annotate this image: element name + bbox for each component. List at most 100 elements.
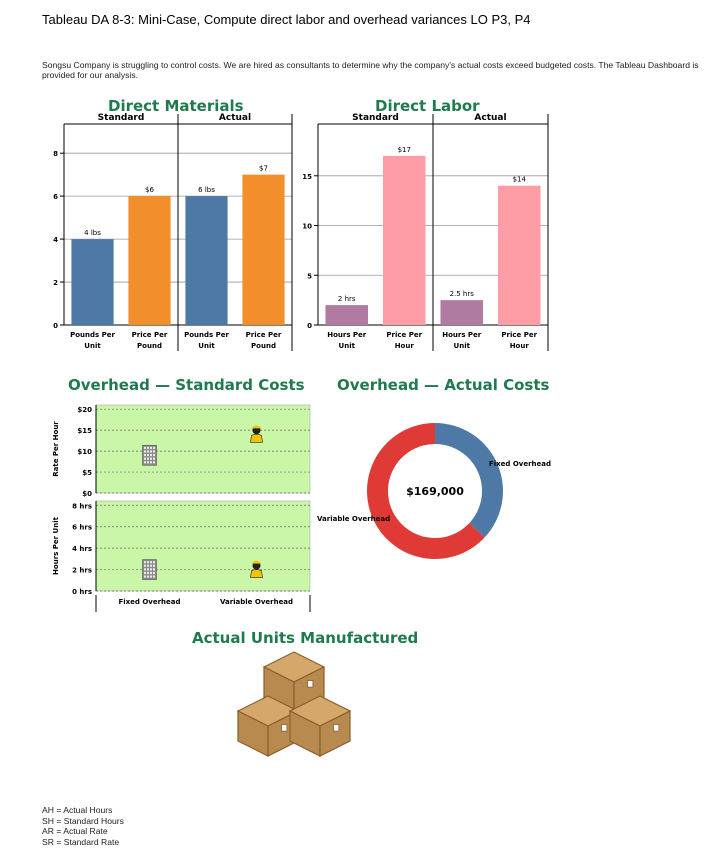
building-window	[150, 446, 152, 449]
building-window	[144, 564, 146, 567]
dm-ytick-label: 6	[53, 193, 58, 201]
direct-materials-title: Direct Materials	[108, 97, 244, 115]
dl-category-label: Price Per	[501, 331, 537, 339]
oh-std-category-label: Variable Overhead	[220, 598, 293, 606]
dm-data-label: 6 lbs	[198, 186, 215, 194]
building-window	[150, 575, 152, 578]
building-window	[150, 450, 152, 453]
dl-bar	[382, 155, 426, 325]
building-window	[153, 461, 155, 464]
dl-category-label: Hour	[395, 342, 415, 350]
overhead-standard-title: Overhead — Standard Costs	[68, 376, 305, 394]
dl-bar	[440, 300, 484, 325]
building-window	[147, 461, 149, 464]
building-window	[147, 450, 149, 453]
dm-data-label: 4 lbs	[84, 229, 101, 237]
building-window	[150, 457, 152, 460]
building-window	[147, 561, 149, 564]
worker-body	[250, 569, 263, 578]
abbrev-ar: AR = Actual Rate	[42, 826, 108, 837]
worker-body	[250, 434, 263, 443]
box-label	[307, 680, 314, 688]
building-window	[153, 564, 155, 567]
dm-category-label: Price Per	[246, 331, 282, 339]
abbrev-sr: SR = Standard Rate	[42, 836, 120, 847]
dl-bar	[497, 185, 541, 325]
oh-std-ytick-label: $20	[77, 406, 92, 414]
oh-std-ytick-label: $15	[77, 427, 92, 435]
building-window	[144, 568, 146, 571]
oh-std-panel-bg	[95, 404, 311, 494]
dm-bar	[242, 174, 285, 325]
dm-ytick-label: 4	[53, 236, 58, 244]
intro-text: Songsu Company is struggling to control …	[42, 60, 699, 80]
dm-ytick-label: 8	[53, 150, 58, 158]
box-label	[333, 724, 340, 732]
building-window	[144, 461, 146, 464]
overhead-actual-title: Overhead — Actual Costs	[337, 376, 550, 394]
dl-group-label: Standard	[352, 113, 399, 123]
building-window	[150, 453, 152, 457]
dm-bar	[128, 196, 171, 325]
oh-std-ytick-label: $10	[77, 448, 92, 456]
dl-bar	[325, 305, 369, 325]
building-window	[153, 446, 155, 449]
dl-ytick-label: 15	[302, 173, 312, 181]
donut-total-label: $169,000	[406, 485, 464, 498]
dl-category-label: Price Per	[386, 331, 422, 339]
oh-std-ytick-label: $0	[82, 490, 92, 498]
dm-ytick-label: 2	[53, 279, 58, 287]
abbrev-sh: SH = Standard Hours	[42, 815, 124, 826]
dl-category-label: Hours Per	[327, 331, 367, 339]
building-window	[150, 568, 152, 571]
oh-std-ytick-label: 4 hrs	[72, 545, 92, 553]
building-window	[153, 457, 155, 460]
donut-slice	[366, 423, 485, 559]
dm-category-label: Unit	[198, 342, 215, 350]
worker-icon	[250, 560, 263, 578]
building-window	[153, 568, 155, 571]
building-window	[147, 564, 149, 567]
building-window	[147, 453, 149, 457]
oh-std-ylabel: Hours Per Unit	[52, 516, 60, 575]
dl-category-label: Unit	[339, 342, 356, 350]
building-window	[144, 450, 146, 453]
building-window	[144, 561, 146, 564]
dl-ytick-label: 5	[307, 272, 312, 280]
abbrev-ah: AH = Actual Hours	[42, 805, 113, 815]
building-window	[147, 568, 149, 571]
oh-std-ytick-label: 8 hrs	[72, 502, 92, 510]
building-window	[144, 446, 146, 449]
building-window	[150, 571, 152, 575]
oh-std-ytick-label: 0 hrs	[72, 588, 92, 596]
dm-category-label: Pounds Per	[70, 331, 115, 339]
building-window	[147, 575, 149, 578]
worker-helmet	[251, 425, 262, 429]
building-body	[142, 444, 157, 466]
building-icon	[142, 444, 157, 466]
dl-data-label: $17	[398, 146, 411, 154]
oh-std-ylabel: Rate Per Hour	[52, 421, 60, 477]
dm-data-label: $6	[145, 186, 154, 194]
building-window	[144, 457, 146, 460]
building-window	[153, 561, 155, 564]
oh-std-category-label: Fixed Overhead	[118, 598, 180, 606]
building-window	[153, 453, 155, 457]
dm-group-label: Actual	[219, 113, 251, 123]
dl-data-label: 2 hrs	[338, 295, 356, 303]
building-window	[153, 575, 155, 578]
dm-group-label: Standard	[98, 113, 145, 123]
worker-icon	[250, 425, 263, 443]
building-window	[150, 561, 152, 564]
abbreviation-list: AH = Actual Hours SH = Standard Hours AR…	[42, 805, 124, 847]
building-window	[144, 575, 146, 578]
dl-data-label: $14	[513, 176, 527, 184]
dm-data-label: $7	[259, 165, 268, 173]
donut-label-fixed: Fixed Overhead	[489, 460, 551, 468]
dm-category-label: Pound	[137, 342, 162, 350]
building-window	[144, 571, 146, 575]
oh-std-panel-bg	[95, 500, 311, 592]
dl-category-label: Hours Per	[442, 331, 482, 339]
building-window	[150, 564, 152, 567]
